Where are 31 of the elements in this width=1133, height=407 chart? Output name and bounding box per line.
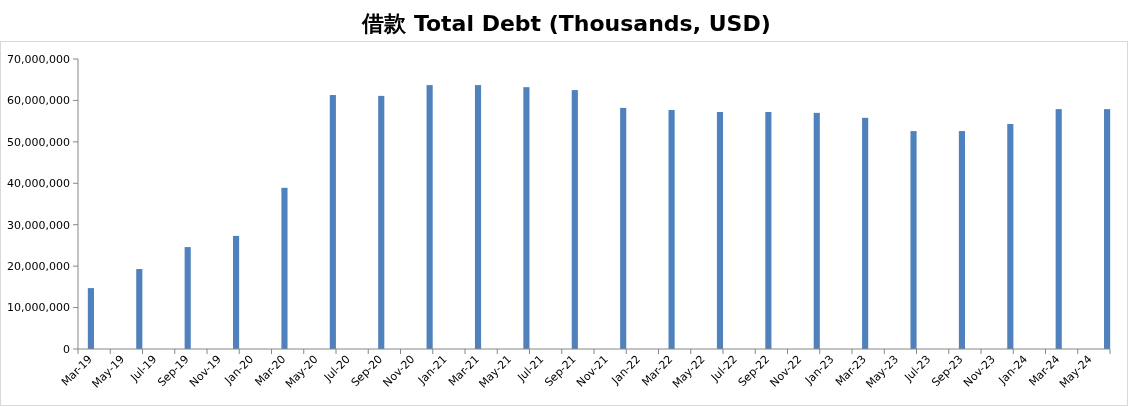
bar <box>1007 124 1014 349</box>
bar <box>571 90 578 349</box>
bar <box>378 95 385 349</box>
y-tick-label: 40,000,000 <box>7 177 70 191</box>
y-tick-label: 10,000,000 <box>7 301 70 315</box>
bar <box>426 85 433 349</box>
y-tick-label: 60,000,000 <box>7 94 70 108</box>
bar <box>87 288 94 349</box>
bar <box>668 109 675 349</box>
bar <box>813 112 820 349</box>
bar <box>523 87 530 349</box>
bar <box>329 95 336 349</box>
chart-title: 借款 Total Debt (Thousands, USD) <box>361 11 771 36</box>
bar <box>233 235 240 349</box>
bar <box>474 85 482 349</box>
bar <box>910 131 917 349</box>
bar <box>958 131 965 349</box>
bar <box>716 112 724 349</box>
y-tick-label: 50,000,000 <box>7 135 70 149</box>
y-tick-label: 30,000,000 <box>7 218 70 232</box>
bar <box>136 269 143 349</box>
bar <box>765 112 772 349</box>
bar <box>281 187 288 349</box>
bar <box>1055 109 1062 349</box>
y-tick-label: 0 <box>63 342 70 356</box>
bar <box>862 117 869 349</box>
y-tick-label: 20,000,000 <box>7 259 70 273</box>
bar <box>620 107 627 349</box>
bar <box>184 247 191 349</box>
bar <box>1104 109 1111 349</box>
y-tick-label: 70,000,000 <box>7 52 70 66</box>
